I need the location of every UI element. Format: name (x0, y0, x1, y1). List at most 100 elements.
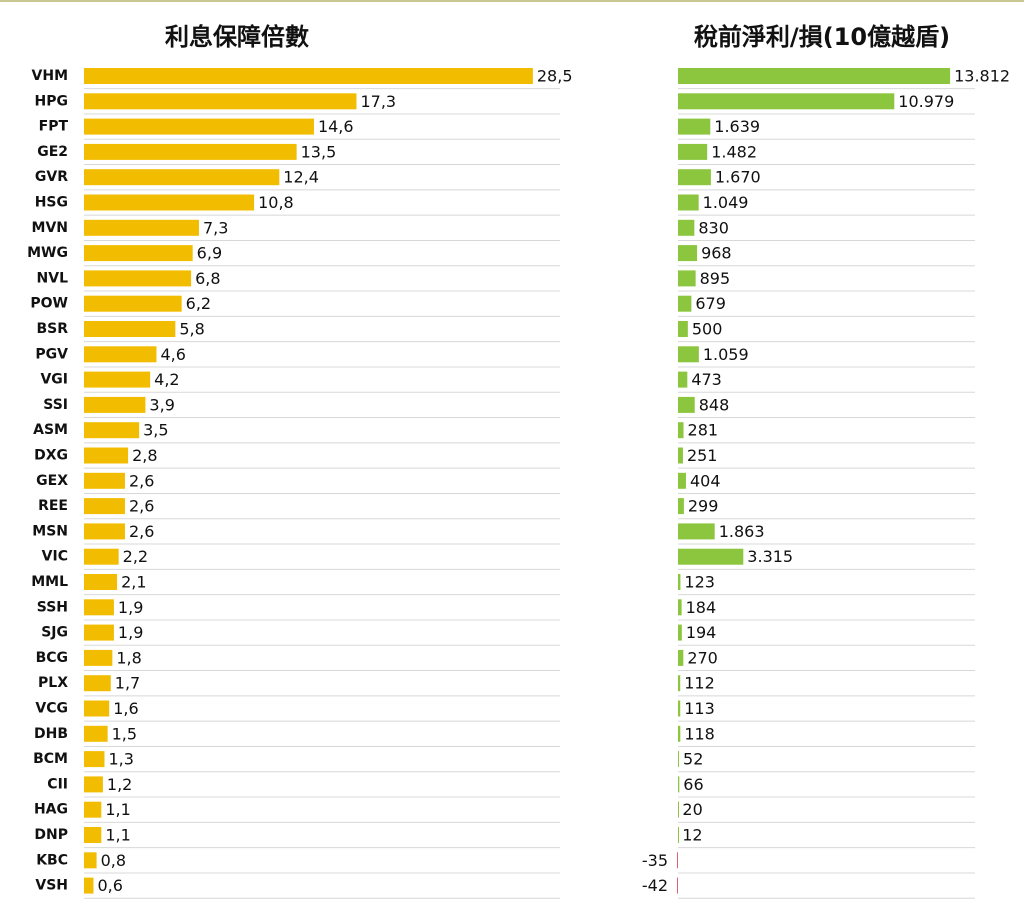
value-label: 13,5 (301, 142, 337, 161)
bar (678, 194, 699, 211)
bar (678, 599, 682, 616)
bar (84, 498, 125, 515)
value-label: 12 (682, 826, 702, 845)
bar (678, 447, 683, 464)
value-label: 1.670 (715, 168, 761, 187)
value-label: 1,5 (112, 724, 137, 743)
category-label: MSN (32, 523, 68, 539)
value-label: 1,7 (115, 674, 140, 693)
value-label: 0,6 (97, 876, 122, 895)
category-label: KBC (36, 852, 68, 868)
bar (84, 143, 297, 160)
value-label: 968 (701, 244, 732, 263)
value-label: 2,8 (132, 446, 157, 465)
value-label: 2,2 (123, 547, 148, 566)
bar (84, 245, 193, 262)
value-label: 118 (684, 724, 715, 743)
bar (678, 700, 681, 717)
value-label: 1.482 (711, 142, 757, 161)
category-label: PLX (38, 675, 68, 691)
bar (678, 725, 681, 742)
value-label: 1,1 (105, 800, 130, 819)
bar (678, 624, 682, 641)
bar (84, 725, 108, 742)
category-label: MVN (32, 220, 68, 236)
value-label: 848 (699, 395, 730, 414)
category-label: MWG (27, 245, 68, 261)
value-label: 1,6 (113, 699, 138, 718)
category-label: FPT (39, 119, 69, 135)
value-label: 251 (687, 446, 718, 465)
left-title: 利息保障倍數 (165, 23, 309, 51)
value-label: 66 (683, 775, 703, 794)
category-label: VHM (32, 68, 68, 84)
value-label: 6,9 (197, 244, 222, 263)
bar (84, 396, 146, 413)
right-title: 稅前淨利/損(10億越盾) (694, 23, 950, 51)
bar (678, 245, 698, 262)
bar (84, 649, 113, 666)
bar (84, 751, 105, 768)
value-label: 3,9 (149, 395, 174, 414)
bar (84, 194, 255, 211)
category-label: ASM (33, 422, 68, 438)
category-label: BCG (36, 650, 68, 666)
category-label: VSH (35, 878, 68, 894)
value-label: 679 (695, 294, 726, 313)
value-label: 112 (684, 674, 715, 693)
category-label: SSH (37, 599, 68, 615)
bar (677, 852, 678, 869)
bar (84, 852, 97, 869)
value-label: 281 (688, 421, 719, 440)
bar (84, 169, 280, 186)
value-label: 6,8 (195, 269, 220, 288)
bar (678, 498, 684, 515)
category-label: HAG (34, 802, 68, 818)
bar (84, 346, 157, 363)
bar (678, 169, 711, 186)
bar (84, 700, 110, 717)
bar (678, 219, 695, 236)
value-label: 1,9 (118, 598, 143, 617)
value-label: 194 (686, 623, 717, 642)
bar (678, 93, 895, 110)
value-label: 473 (691, 370, 722, 389)
value-label: 1,2 (107, 775, 132, 794)
bar (84, 776, 103, 793)
value-label: -42 (642, 876, 668, 895)
bar (678, 751, 680, 768)
category-label: SSI (43, 397, 68, 413)
bar (678, 118, 711, 135)
value-label: 1,9 (118, 623, 143, 642)
bar (678, 295, 692, 312)
value-label: 2,6 (129, 497, 154, 516)
value-label: 184 (686, 598, 717, 617)
category-label: HPG (35, 93, 68, 109)
value-label: 4,2 (154, 370, 179, 389)
value-label: 5,8 (179, 320, 204, 339)
bar (84, 599, 114, 616)
bar (84, 118, 314, 135)
value-label: 113 (684, 699, 715, 718)
value-label: 14,6 (318, 117, 354, 136)
value-label: 17,3 (360, 92, 396, 111)
category-label: CII (47, 776, 68, 792)
value-label: 28,5 (537, 67, 573, 86)
category-label: DHB (34, 726, 68, 742)
bar (84, 827, 102, 843)
category-label: NVL (37, 270, 69, 286)
value-label: 1.059 (703, 345, 749, 364)
value-label: 13.812 (954, 67, 1010, 86)
bar (678, 548, 744, 565)
value-label: 6,2 (186, 294, 211, 313)
value-label: 12,4 (283, 168, 319, 187)
value-label: 895 (700, 269, 731, 288)
category-label: GE2 (37, 144, 68, 160)
bar (84, 877, 94, 894)
value-label: -35 (642, 851, 668, 870)
bar (678, 371, 688, 388)
bar (84, 68, 533, 84)
bar (678, 68, 951, 84)
bar (678, 270, 696, 287)
bar (678, 346, 699, 363)
